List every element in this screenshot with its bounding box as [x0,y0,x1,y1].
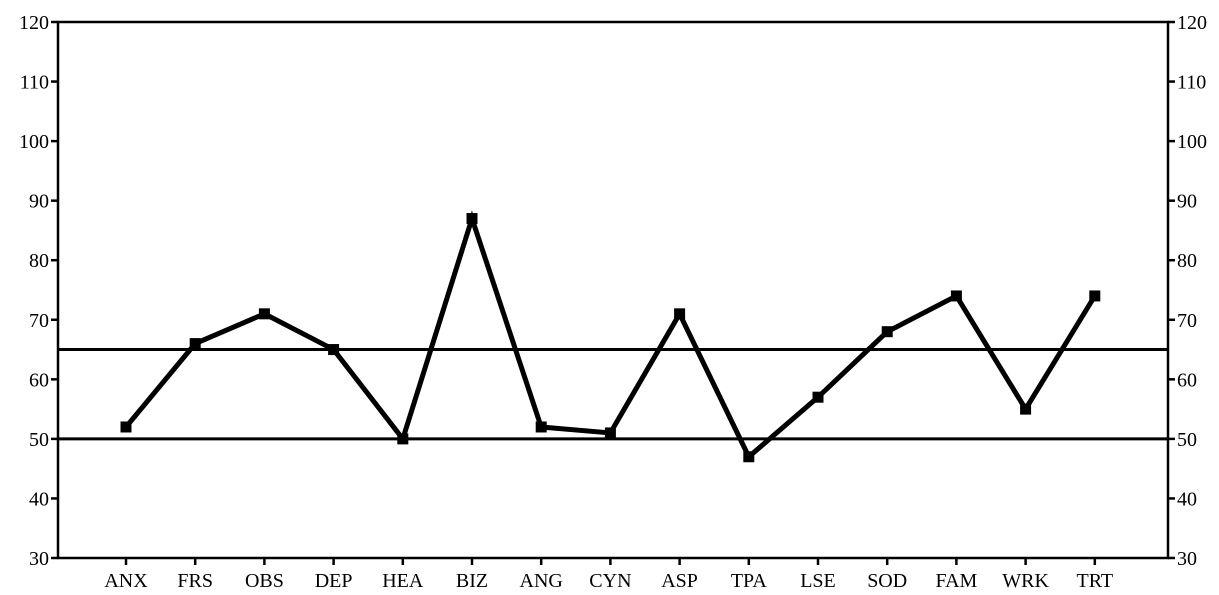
x-tick-label: HEA [382,570,424,592]
series-group [120,210,1101,463]
y-tick-label-right: 30 [1177,548,1197,570]
x-tick-label: FAM [935,570,977,592]
y-tick-label-left: 40 [29,488,49,510]
plot-frame [56,20,1170,560]
data-point [881,326,893,338]
y-tick-label-right: 70 [1177,310,1197,332]
y-tick-label-left: 120 [19,12,49,34]
reference-lines [58,348,1168,441]
y-tick-label-right: 40 [1177,488,1197,510]
y-tick-label-left: 70 [29,310,49,332]
x-tick-label: OBS [245,570,284,592]
y-axis-left: 30 40 50 60 70 80 90 100 110 120 [19,12,58,570]
y-tick-label-right: 60 [1177,369,1197,391]
data-point [812,391,824,403]
x-tick-label: WRK [1002,570,1049,592]
y-tick-label-left: 80 [29,250,49,272]
y-tick-label-right: 80 [1177,250,1197,272]
x-tick-label: TPA [731,570,768,592]
x-tick-label: CYN [589,570,631,592]
y-tick-label-left: 50 [29,429,49,451]
x-tick-label: FRS [177,570,213,592]
data-point [1089,290,1101,302]
x-axis: ANX FRS OBS DEP HEA BIZ ANG CYN ASP TPA LSE SOD FAM W… [104,558,1113,592]
y-tick-label-right: 110 [1177,72,1206,94]
x-tick-label: ANX [104,570,148,592]
data-point [120,421,132,433]
y-tick-label-left: 100 [19,131,49,153]
y-tick-label-left: 110 [20,72,49,94]
data-point [328,344,340,356]
y-tick-label-left: 90 [29,191,49,213]
y-tick-label-right: 90 [1177,191,1197,213]
data-point [604,427,616,439]
data-point [743,451,755,463]
data-point [397,433,409,445]
y-tick-label-right: 50 [1177,429,1197,451]
x-tick-label: LSE [800,570,836,592]
x-tick-label: ASP [661,570,698,592]
data-point [674,308,686,320]
data-point [466,213,478,225]
x-tick-label: BIZ [456,570,488,592]
series-line [124,210,1097,461]
y-tick-label-right: 100 [1177,131,1207,153]
y-tick-label-left: 30 [29,548,49,570]
y-axis-right: 30 40 50 60 70 80 90 100 110 120 [1168,12,1207,570]
data-point [535,421,547,433]
x-tick-label: SOD [867,570,907,592]
data-point [950,290,962,302]
data-point [189,338,201,350]
x-tick-label: DEP [315,570,353,592]
y-tick-label-right: 120 [1177,12,1207,34]
x-tick-label: ANG [520,570,563,592]
data-point [1020,403,1032,415]
data-point [258,308,270,320]
y-tick-label-left: 60 [29,369,49,391]
x-tick-label: TRT [1077,570,1114,592]
plot-border [56,20,1170,560]
